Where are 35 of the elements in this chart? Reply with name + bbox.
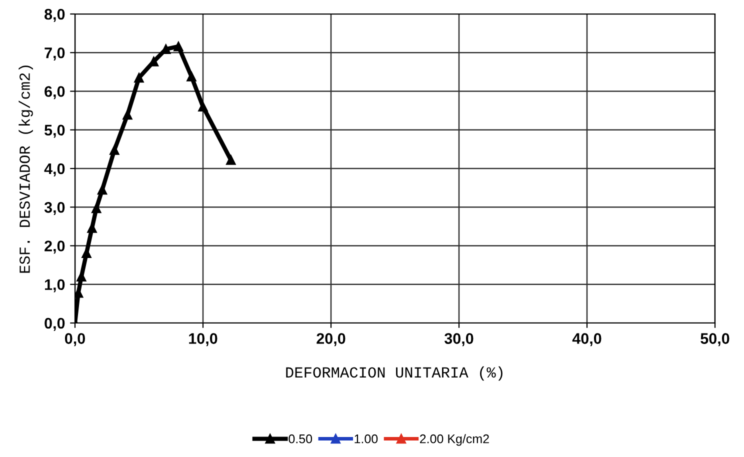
x-tick-label: 30,0 [444, 333, 474, 346]
y-tick-label: 3,0 [44, 202, 65, 216]
y-tick-label: 6,0 [44, 86, 65, 100]
legend-label: 0.50 [288, 434, 312, 444]
point [75, 288, 84, 298]
x-tick-label: 40,0 [572, 333, 602, 346]
x-axis-title: DEFORMACION UNITARIA (%) [286, 366, 502, 381]
point [186, 72, 196, 82]
point [148, 56, 159, 66]
point [82, 248, 92, 258]
y-tick-label: 4,0 [44, 163, 65, 176]
x-tick-label: 0,0 [64, 333, 85, 346]
x-tick-label: 10,0 [189, 333, 218, 346]
point [122, 110, 132, 120]
point [134, 72, 144, 83]
point [97, 184, 108, 195]
y-tick-label: 2,0 [44, 240, 65, 254]
y-axis-title: ESF. DESVIADOR (kg/cm2) [18, 66, 33, 273]
point [110, 145, 120, 155]
y-tick-label: 5,0 [44, 124, 65, 138]
point [198, 102, 208, 112]
y-tick-label: 1,0 [45, 279, 65, 292]
point [226, 155, 236, 165]
point [76, 272, 86, 282]
y-tick-label: 8,0 [44, 8, 65, 22]
x-tick-label: 20,0 [316, 333, 346, 346]
point [92, 203, 102, 214]
legend-label: 2.00 Kg/cm2 [420, 434, 489, 446]
point [87, 223, 97, 233]
legend-label: 1.00 [354, 434, 378, 444]
y-tick-label: 0,0 [44, 318, 65, 331]
x-tick-label: 50,0 [700, 333, 730, 346]
point [174, 42, 184, 52]
y-tick-label: 7,0 [44, 47, 65, 61]
point [161, 44, 171, 54]
